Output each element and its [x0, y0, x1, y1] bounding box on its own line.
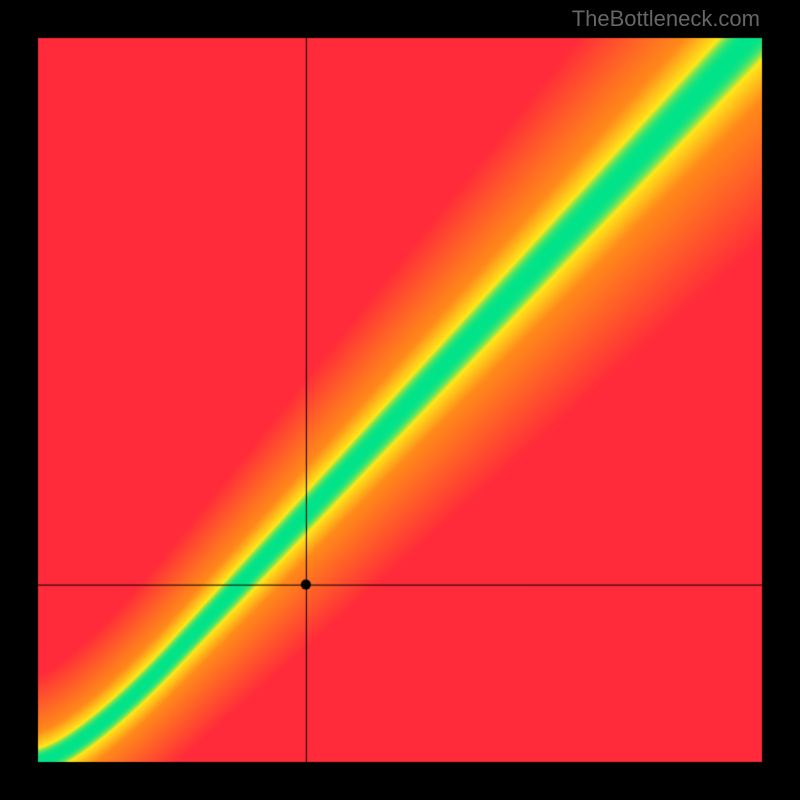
watermark-text: TheBottleneck.com	[572, 6, 760, 32]
heatmap-canvas	[0, 0, 800, 800]
chart-container: TheBottleneck.com	[0, 0, 800, 800]
